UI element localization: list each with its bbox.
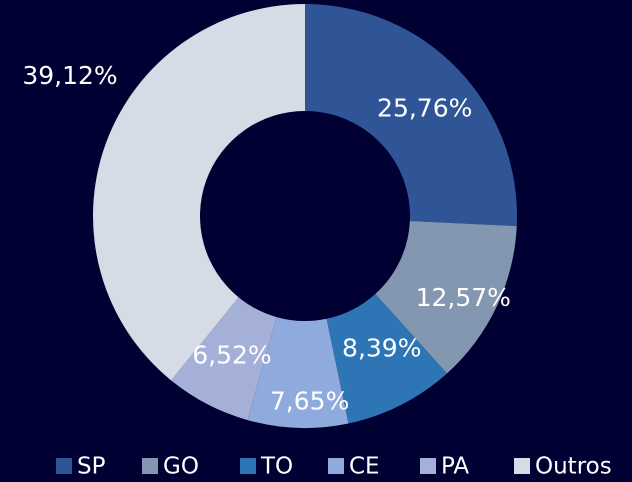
data-label: 6,52% (192, 341, 271, 370)
legend-label: PA (441, 454, 469, 480)
legend-swatch (328, 458, 344, 474)
donut-slice (247, 317, 349, 429)
legend-swatch (142, 458, 158, 474)
legend-label: CE (349, 454, 380, 480)
donut-slice (92, 4, 305, 381)
legend-label: GO (163, 454, 199, 480)
data-label: 25,76% (377, 94, 472, 123)
legend-label: TO (260, 454, 293, 480)
legend-label: Outros (535, 454, 612, 480)
legend-swatch (240, 458, 256, 474)
legend-label: SP (77, 454, 106, 480)
donut-slice (305, 4, 517, 227)
legend-swatch (514, 458, 530, 474)
donut-slice (326, 293, 447, 424)
legend-swatch (420, 458, 436, 474)
donut-slice (171, 297, 277, 421)
legend-swatch (56, 458, 72, 474)
data-label: 12,57% (416, 283, 511, 312)
data-label: 39,12% (22, 61, 117, 90)
donut-slice (375, 220, 517, 374)
data-label: 8,39% (342, 333, 421, 362)
data-label: 7,65% (270, 386, 349, 415)
